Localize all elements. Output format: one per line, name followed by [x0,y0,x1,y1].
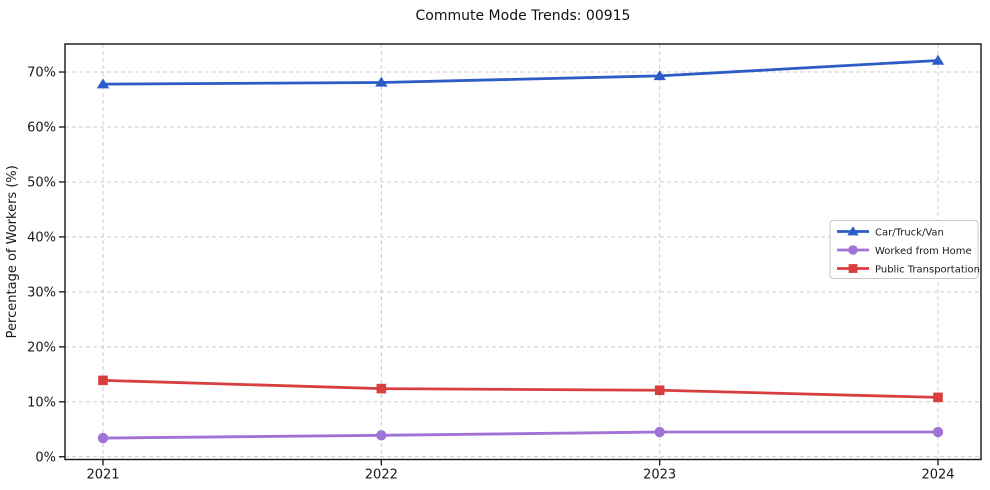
marker-worked-from-home-2024 [932,426,944,438]
legend-marker-public-transportation [848,264,858,273]
series-line-public-transportation [102,378,939,399]
chart-title: Commute Mode Trends: 00915 [415,8,631,24]
y-axis-label: Percentage of Workers (%) [5,165,20,338]
y-tick-label-50: 50% [27,175,56,190]
marker-car-truck-van-2024 [931,54,945,65]
legend-box [829,220,979,279]
plot-frame [64,43,982,461]
legend-label-car-truck-van: Car/Truck/Van [875,227,944,238]
legend-label-worked-from-home: Worked from Home [875,246,972,257]
marker-car-truck-van-2021 [96,78,110,89]
marker-car-truck-van-2023 [653,70,666,81]
marker-public-transportation-2024 [933,392,943,403]
x-tick-label-2021: 2021 [86,468,119,483]
series-line-car-truck-van [102,59,939,86]
x-tick-label-2023: 2023 [643,468,676,483]
marker-worked-from-home-2023 [654,426,665,438]
y-tick-label-70: 70% [27,66,56,81]
x-tick-label-2022: 2022 [365,468,398,483]
y-tick-label-0: 0% [35,450,56,465]
marker-worked-from-home-2021 [97,432,109,444]
marker-worked-from-home-2022 [376,430,387,441]
marker-public-transportation-2021 [98,375,108,386]
legend-marker-worked-from-home [848,245,858,255]
y-tick-label-30: 30% [27,285,56,300]
y-tick-label-10: 10% [27,395,56,410]
x-tick-label-2024: 2024 [921,468,954,483]
marker-public-transportation-2023 [654,385,665,396]
series-line-worked-from-home [102,430,938,440]
y-tick-label-20: 20% [27,340,56,355]
marker-public-transportation-2022 [376,383,387,394]
legend-marker-car-truck-van [847,226,859,236]
marker-car-truck-van-2022 [375,76,388,87]
y-tick-label-40: 40% [27,230,56,245]
legend-label-public-transportation: Public Transportation [875,264,980,275]
y-tick-label-60: 60% [27,120,56,135]
